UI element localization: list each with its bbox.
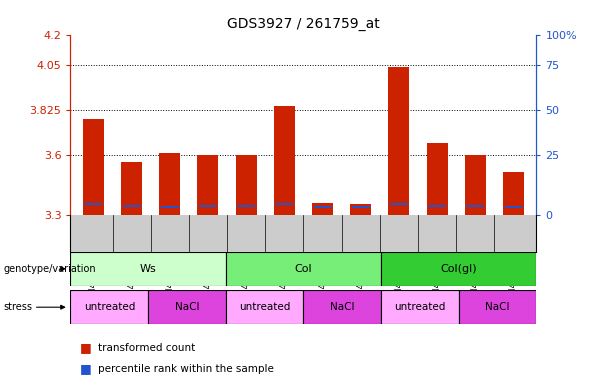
Text: ■: ■ <box>80 341 91 354</box>
Text: stress: stress <box>3 302 32 312</box>
Bar <box>226 252 381 286</box>
Bar <box>503 172 524 215</box>
Text: NaCl: NaCl <box>485 302 510 312</box>
Text: NaCl: NaCl <box>330 302 354 312</box>
Bar <box>85 203 102 205</box>
Text: untreated: untreated <box>83 302 135 312</box>
Bar <box>390 203 408 205</box>
Bar <box>303 290 381 324</box>
Bar <box>235 155 257 215</box>
Text: transformed count: transformed count <box>98 343 196 353</box>
Bar <box>197 155 218 215</box>
Bar <box>466 205 484 207</box>
Bar <box>83 119 104 215</box>
Text: untreated: untreated <box>239 302 291 312</box>
Bar <box>148 290 226 324</box>
Bar <box>381 290 459 324</box>
Bar <box>226 290 303 324</box>
Bar <box>274 106 295 215</box>
Bar <box>389 67 409 215</box>
Title: GDS3927 / 261759_at: GDS3927 / 261759_at <box>227 17 380 31</box>
Bar <box>70 252 226 286</box>
Bar <box>459 290 536 324</box>
Bar <box>427 143 447 215</box>
Bar <box>381 252 536 286</box>
Bar <box>199 205 217 207</box>
Bar <box>504 206 522 208</box>
Text: untreated: untreated <box>394 302 446 312</box>
Bar <box>161 206 179 208</box>
Bar <box>275 203 293 205</box>
Bar <box>314 206 332 208</box>
Bar <box>350 204 371 215</box>
Bar <box>159 153 180 215</box>
Bar <box>70 290 148 324</box>
Bar <box>428 205 446 207</box>
Bar <box>312 203 333 215</box>
Bar <box>465 155 485 215</box>
Text: Col(gl): Col(gl) <box>440 264 477 274</box>
Bar <box>123 205 140 207</box>
Text: Col: Col <box>295 264 312 274</box>
Text: genotype/variation: genotype/variation <box>3 264 96 274</box>
Text: Ws: Ws <box>140 264 156 274</box>
Text: percentile rank within the sample: percentile rank within the sample <box>98 364 274 374</box>
Bar <box>352 206 370 208</box>
Bar <box>237 205 255 207</box>
Bar <box>121 162 142 215</box>
Text: ■: ■ <box>80 362 91 375</box>
Text: NaCl: NaCl <box>175 302 199 312</box>
